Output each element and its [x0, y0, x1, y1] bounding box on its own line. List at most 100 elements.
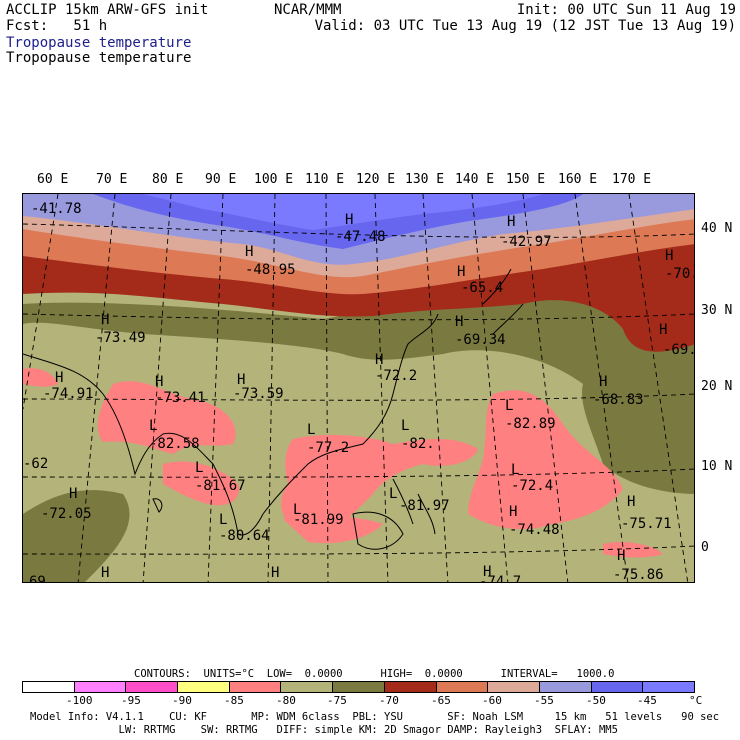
extremum-mark: H	[507, 214, 515, 230]
parallel-line	[23, 313, 694, 321]
meridian-line	[325, 194, 329, 582]
colorbar-tick: -85	[224, 694, 244, 707]
parallel-line	[23, 545, 694, 555]
meridian-line	[142, 194, 172, 582]
colorbar-swatch	[436, 682, 489, 692]
colorbar-swatch	[643, 682, 694, 692]
parallel-line	[23, 393, 694, 401]
extremum-mark: H	[55, 370, 63, 386]
lon-label: 80 E	[152, 172, 184, 187]
model-info-line2: LW: RRTMG SW: RRTMG DIFF: simple KM: 2D …	[30, 724, 618, 736]
meridian-line	[574, 194, 629, 582]
colorbar-swatch	[333, 682, 385, 692]
extremum-mark: H	[455, 314, 463, 330]
colorbar-tick: -75	[327, 694, 347, 707]
extremum-value: -73.41	[155, 390, 206, 406]
region-fill-minus80-bay	[163, 461, 239, 506]
extremum-mark: H	[237, 372, 245, 388]
extremum-value: -65.4	[461, 280, 503, 296]
extremum-value: -82.89	[505, 416, 556, 432]
colorbar-swatch	[23, 682, 75, 692]
extremum-value: -48.95	[245, 262, 296, 278]
lon-label: 140 E	[455, 172, 495, 187]
extremum-mark: H	[665, 248, 673, 264]
coastline-borneo	[352, 511, 404, 550]
extremum-value: -82.	[401, 436, 435, 452]
colorbar-tick: -60	[482, 694, 502, 707]
extremum-mark: H	[659, 322, 667, 338]
colorbar-tick: -50	[586, 694, 606, 707]
colorbar-swatch	[126, 682, 179, 692]
meridian-line	[471, 194, 509, 582]
region-fill-minus80-scs	[281, 434, 478, 539]
map-canvas: H H H H H H H H H H H H H L L L L L L H …	[23, 194, 695, 583]
extremum-value: -74.91	[43, 386, 94, 402]
lon-label: 120 E	[356, 172, 396, 187]
extremum-value: -47.48	[335, 229, 386, 245]
coastline-india	[23, 353, 264, 536]
region-fill-minus80-pacific	[468, 390, 623, 530]
extremum-value: -75.86	[613, 567, 664, 583]
extremum-value: -82.58	[149, 436, 200, 452]
coastline-sri-lanka	[152, 498, 163, 513]
extremum-value: -70.	[665, 266, 695, 282]
organization-label: NCAR/MMM	[274, 2, 342, 18]
extremum-mark: H	[457, 264, 465, 280]
extremum-value: -73.49	[95, 330, 146, 346]
extremum-value: 69	[29, 574, 46, 583]
extremum-mark: L	[401, 418, 409, 434]
parallel-line	[23, 223, 694, 238]
lon-label: 70 E	[96, 172, 128, 187]
extremum-mark: H	[271, 565, 279, 581]
colorbar-tick: -45	[637, 694, 657, 707]
extremum-mark: H	[101, 312, 109, 328]
colorbar-tick: -100	[66, 694, 93, 707]
lat-label: 40 N	[701, 221, 733, 236]
extremum-value: -74.48	[509, 522, 560, 538]
region-fill-minus70	[23, 269, 694, 408]
lon-label: 150 E	[506, 172, 546, 187]
extremum-mark: L	[219, 512, 227, 528]
extremum-mark: L	[307, 422, 315, 438]
region-fill-minus60	[23, 214, 694, 295]
extremum-value: -62	[23, 456, 48, 472]
lat-label: 20 N	[701, 379, 733, 394]
meridian-line	[207, 194, 224, 582]
graticule	[23, 194, 694, 582]
extremum-mark: L	[389, 486, 397, 502]
extremum-value: -72.4	[511, 478, 553, 494]
extremum-value: -80.64	[219, 528, 270, 544]
meridian-line	[374, 194, 389, 582]
meridian-line	[77, 194, 116, 582]
extremum-value: -72.2	[375, 368, 417, 384]
lat-label: 30 N	[701, 303, 733, 318]
meridian-line	[267, 194, 276, 582]
meridian-line	[628, 194, 689, 582]
extremum-mark: H	[483, 564, 491, 580]
model-title: ACCLIP 15km ARW-GFS init	[6, 2, 209, 18]
extremum-value: -41.78	[31, 201, 82, 217]
extremum-mark: H	[599, 374, 607, 390]
extremum-value: -75.71	[621, 516, 672, 532]
region-fill-minus70-east	[582, 354, 694, 494]
region-fill-minus40	[143, 194, 543, 230]
extremum-value: -74.7	[479, 574, 521, 583]
extremum-value: -68.83	[593, 392, 644, 408]
colorbar-swatch	[488, 682, 540, 692]
extremum-value: -73.59	[233, 386, 284, 402]
extremum-mark: L	[505, 398, 513, 414]
extremum-value: -81.97	[399, 498, 450, 514]
init-time: Init: 00 UTC Sun 11 Aug 19	[516, 2, 736, 18]
coastlines	[23, 268, 524, 550]
colorbar-swatch	[74, 682, 127, 692]
parallel-line	[23, 468, 694, 478]
colorbar-tick: -80	[276, 694, 296, 707]
region-fill-minus70-south	[23, 490, 130, 582]
coastline-philippines	[392, 478, 436, 535]
valid-time: Valid: 03 UTC Tue 13 Aug 19 (12 JST Tue …	[314, 18, 736, 34]
extremum-mark: L	[149, 418, 157, 434]
extremum-value: -42.97	[501, 234, 552, 250]
coastline-japan	[482, 268, 524, 335]
meridian-line	[522, 194, 569, 582]
colorbar-swatch	[591, 682, 644, 692]
